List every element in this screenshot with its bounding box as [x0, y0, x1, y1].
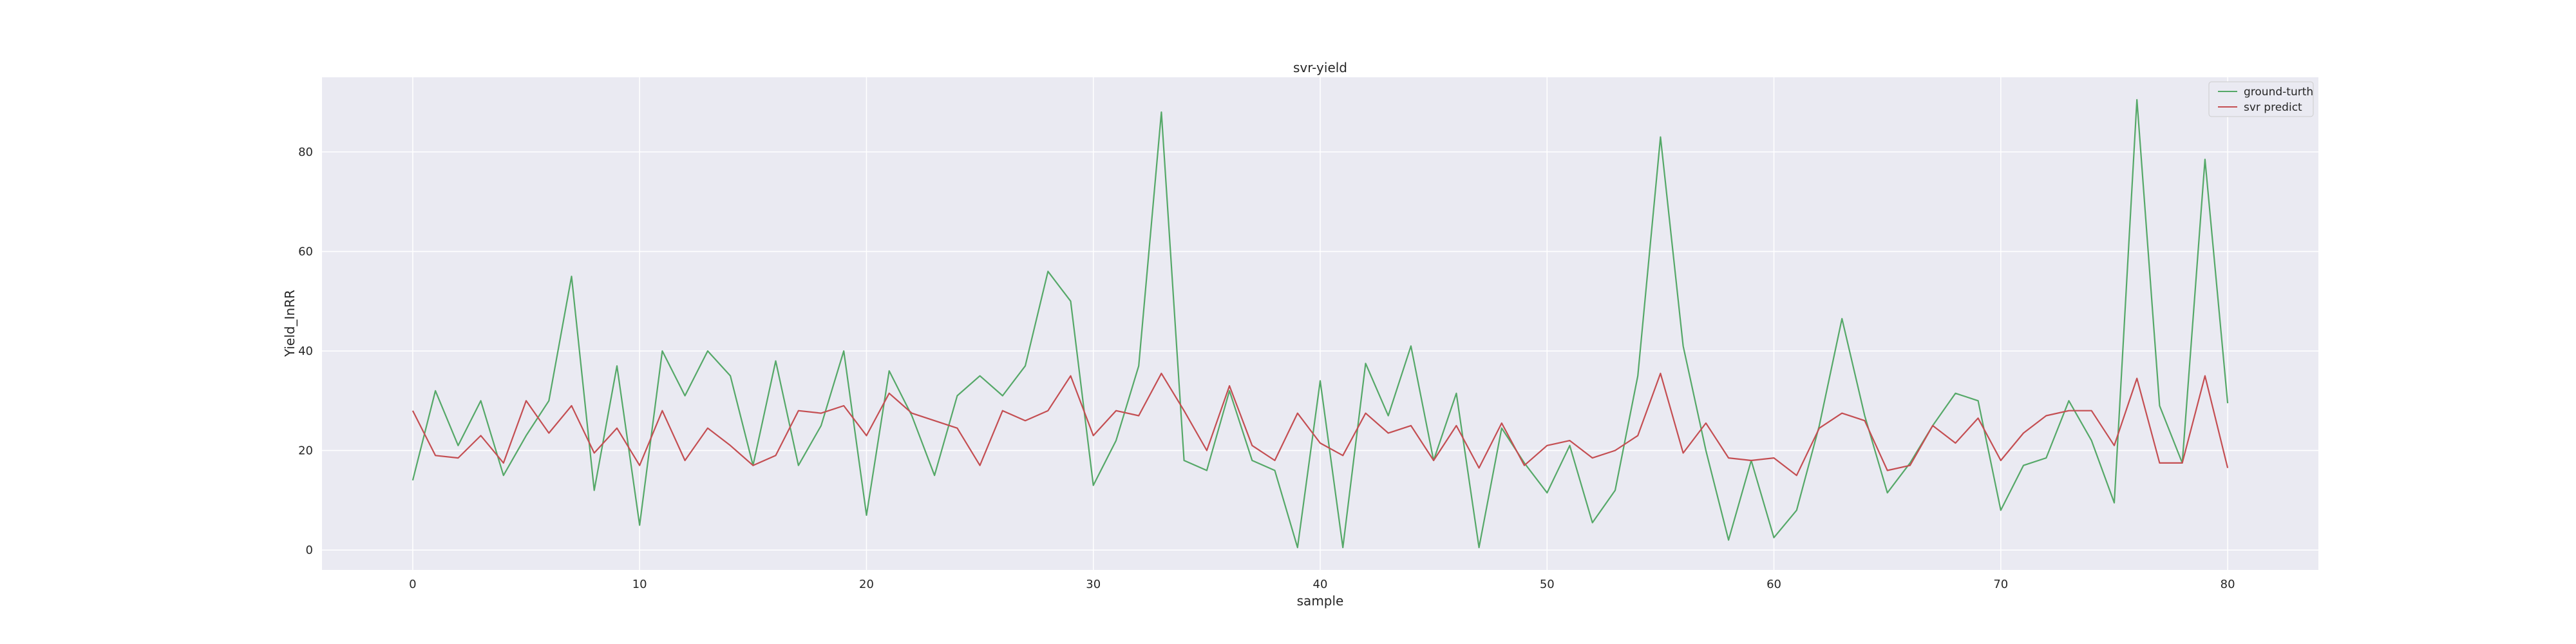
x-tick-label: 20	[859, 578, 874, 591]
legend-box	[2208, 81, 2314, 117]
x-tick-label: 30	[1086, 578, 1101, 591]
y-tick-label: 20	[298, 444, 313, 458]
x-tick-label: 80	[2221, 578, 2235, 591]
x-axis-label: sample	[1297, 593, 1344, 609]
y-tick-labels: 0 20 40 60 80	[298, 146, 313, 557]
x-tick-label: 50	[1540, 578, 1555, 591]
legend-label-svr-predict: svr predict	[2244, 101, 2302, 114]
y-tick-label: 40	[298, 345, 313, 358]
legend: ground-turth svr predict	[2208, 81, 2314, 117]
series-line-svr-predict	[412, 372, 2229, 477]
y-tick-label: 80	[298, 146, 313, 159]
x-tick-label: 70	[1993, 578, 2008, 591]
y-tick-label: 60	[298, 245, 313, 258]
chart-title: svr-yield	[1293, 60, 1347, 75]
x-tick-label: 10	[632, 578, 647, 591]
x-tick-labels: 0 10 20 30 40 50 60 70 80	[409, 578, 2235, 591]
y-axis-label: Yield_InRR	[282, 290, 298, 357]
legend-label-ground-turth: ground-turth	[2244, 86, 2313, 99]
y-tick-label: 0	[306, 544, 313, 557]
x-tick-label: 60	[1766, 578, 1781, 591]
series-lines	[412, 99, 2229, 549]
x-tick-label: 0	[409, 578, 416, 591]
x-tick-label: 40	[1313, 578, 1328, 591]
grid	[322, 77, 2318, 570]
